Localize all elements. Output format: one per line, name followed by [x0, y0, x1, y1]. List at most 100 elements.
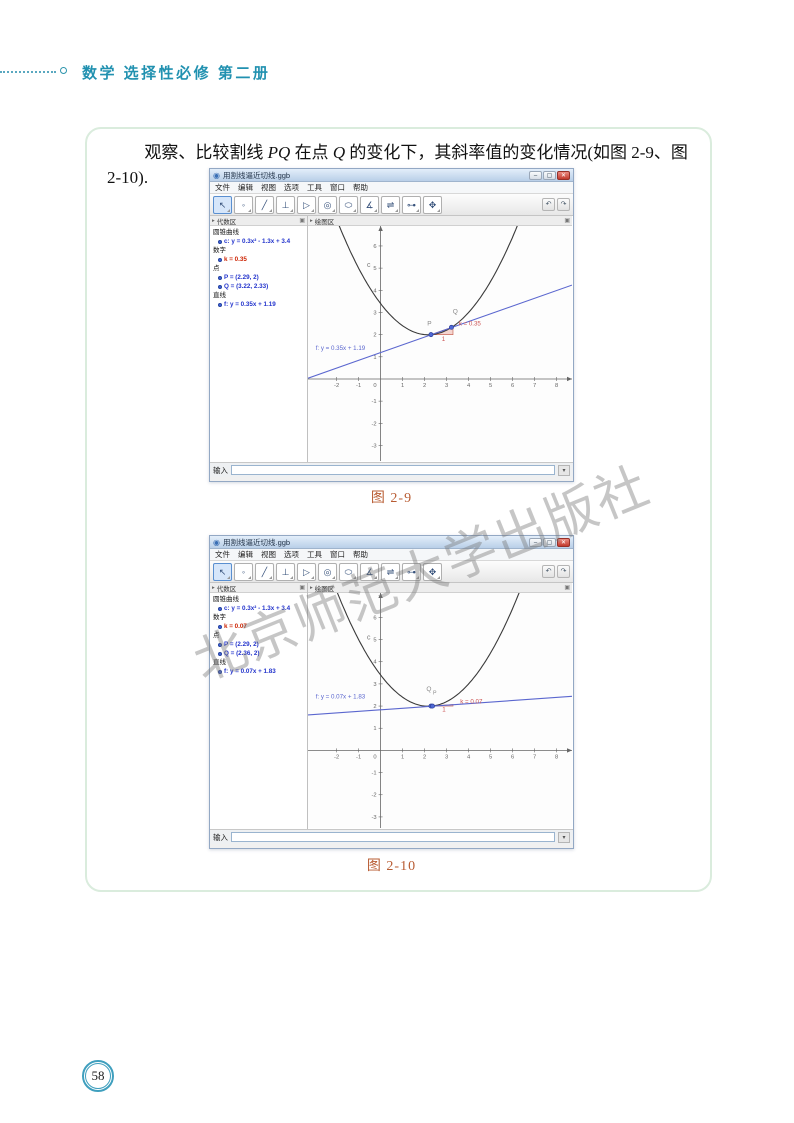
command-input[interactable] — [231, 832, 555, 842]
menu-item-file[interactable]: 文件 — [215, 550, 230, 559]
pointer-tool-icon[interactable]: ↖ — [213, 562, 232, 581]
ellipse-tool-icon[interactable]: ⬭ — [339, 195, 358, 214]
transform-tool-icon[interactable]: ⇌ — [381, 562, 400, 581]
collapse-icon[interactable]: ▸ — [212, 217, 215, 224]
svg-text:1: 1 — [442, 336, 446, 343]
visibility-dot-icon[interactable] — [218, 257, 222, 262]
panel-menu-icon[interactable]: ▣ — [299, 218, 305, 224]
input-bar: 输入 ▾ — [210, 829, 573, 844]
move-view-tool-icon[interactable]: ✥ — [423, 562, 442, 581]
circle-tool-icon[interactable]: ◎ — [318, 195, 337, 214]
polygon-tool-icon[interactable]: ▷ — [297, 195, 316, 214]
close-icon[interactable]: ✕ — [557, 537, 570, 547]
algebra-item[interactable]: k = 0.07 — [213, 622, 305, 631]
close-icon[interactable]: ✕ — [557, 170, 570, 180]
geogebra-logo-icon: ◉ — [213, 170, 220, 180]
graphics-panel-header[interactable]: ▸ 绘图区 ▣ — [308, 583, 572, 593]
visibility-dot-icon[interactable] — [218, 275, 222, 280]
polygon-tool-icon[interactable]: ▷ — [297, 562, 316, 581]
algebra-item[interactable]: f: y = 0.35x + 1.19 — [213, 300, 305, 309]
circle-tool-icon[interactable]: ◎ — [318, 562, 337, 581]
slider-tool-icon[interactable]: ⊶ — [402, 195, 421, 214]
algebra-item[interactable]: Q = (3.22, 2.33) — [213, 282, 305, 291]
svg-text:7: 7 — [533, 383, 536, 389]
collapse-icon[interactable]: ▸ — [212, 584, 215, 591]
perpendicular-tool-icon[interactable]: ⊥ — [276, 195, 295, 214]
move-view-tool-icon[interactable]: ✥ — [423, 195, 442, 214]
menu-item-options[interactable]: 选项 — [284, 550, 299, 559]
minimize-icon[interactable]: – — [529, 537, 542, 547]
visibility-dot-icon[interactable] — [218, 642, 222, 647]
algebra-group-lines: 直线 — [213, 659, 226, 666]
maximize-icon[interactable]: ▢ — [543, 537, 556, 547]
maximize-icon[interactable]: ▢ — [543, 170, 556, 180]
menu-item-view[interactable]: 视图 — [261, 550, 276, 559]
panel-menu-icon[interactable]: ▣ — [299, 585, 305, 591]
point-tool-icon[interactable]: ◦ — [234, 195, 253, 214]
ellipse-tool-icon[interactable]: ⬭ — [339, 562, 358, 581]
angle-tool-icon[interactable]: ∡ — [360, 562, 379, 581]
algebra-panel-header[interactable]: ▸ 代数区 ▣ — [210, 583, 307, 593]
svg-text:-2: -2 — [371, 793, 376, 799]
visibility-dot-icon[interactable] — [218, 302, 222, 307]
transform-tool-icon[interactable]: ⇌ — [381, 195, 400, 214]
menu-item-help[interactable]: 帮助 — [353, 550, 368, 559]
slider-tool-icon[interactable]: ⊶ — [402, 562, 421, 581]
pointer-tool-icon[interactable]: ↖ — [213, 195, 232, 214]
angle-tool-icon[interactable]: ∡ — [360, 195, 379, 214]
line-tool-icon[interactable]: ╱ — [255, 562, 274, 581]
visibility-dot-icon[interactable] — [218, 669, 222, 674]
menu-item-window[interactable]: 窗口 — [330, 183, 345, 192]
point-tool-icon[interactable]: ◦ — [234, 562, 253, 581]
algebra-item[interactable]: f: y = 0.07x + 1.83 — [213, 667, 305, 676]
panel-menu-icon[interactable]: ▣ — [564, 218, 570, 224]
command-input[interactable] — [231, 465, 555, 475]
input-dropdown-icon[interactable]: ▾ — [558, 831, 570, 843]
redo-icon[interactable]: ↷ — [557, 198, 570, 211]
menu-item-tools[interactable]: 工具 — [307, 183, 322, 192]
visibility-dot-icon[interactable] — [218, 606, 222, 611]
graphics-panel-header[interactable]: ▸ 绘图区 ▣ — [308, 216, 572, 226]
svg-text:-2: -2 — [334, 383, 339, 389]
window-titlebar[interactable]: ◉ 用割线逼近切线.ggb – ▢ ✕ — [210, 169, 573, 182]
line-tool-icon[interactable]: ╱ — [255, 195, 274, 214]
algebra-panel-header[interactable]: ▸ 代数区 ▣ — [210, 216, 307, 226]
collapse-icon[interactable]: ▸ — [310, 584, 313, 591]
visibility-dot-icon[interactable] — [218, 651, 222, 656]
redo-icon[interactable]: ↷ — [557, 565, 570, 578]
menu-item-edit[interactable]: 编辑 — [238, 183, 253, 192]
undo-icon[interactable]: ↶ — [542, 198, 555, 211]
collapse-icon[interactable]: ▸ — [310, 217, 313, 224]
undo-icon[interactable]: ↶ — [542, 565, 555, 578]
menu-item-edit[interactable]: 编辑 — [238, 550, 253, 559]
algebra-item[interactable]: c: y = 0.3x² - 1.3x + 3.4 — [213, 237, 305, 246]
algebra-item[interactable]: P = (2.29, 2) — [213, 640, 305, 649]
algebra-item[interactable]: c: y = 0.3x² - 1.3x + 3.4 — [213, 604, 305, 613]
menu-item-options[interactable]: 选项 — [284, 183, 299, 192]
minimize-icon[interactable]: – — [529, 170, 542, 180]
svg-text:-1: -1 — [371, 399, 376, 405]
algebra-item-label: c: y = 0.3x² - 1.3x + 3.4 — [224, 605, 291, 612]
svg-text:0: 0 — [373, 754, 376, 760]
paragraph-text: 观察、比较割线 — [144, 143, 268, 162]
menu-item-view[interactable]: 视图 — [261, 183, 276, 192]
algebra-item[interactable]: Q = (2.36, 2) — [213, 649, 305, 658]
graphics-header-label: 绘图区 — [314, 218, 335, 226]
input-dropdown-icon[interactable]: ▾ — [558, 464, 570, 476]
visibility-dot-icon[interactable] — [218, 239, 222, 244]
algebra-item[interactable]: k = 0.35 — [213, 255, 305, 264]
menu-item-tools[interactable]: 工具 — [307, 550, 322, 559]
visibility-dot-icon[interactable] — [218, 284, 222, 289]
graph-canvas[interactable]: -2 -1 1 2 3 4 5 6 7 8 -3 -2 -1 1 2 3 4 5 6 0 c f: y = 0.35x +… — [308, 226, 572, 461]
perpendicular-tool-icon[interactable]: ⊥ — [276, 562, 295, 581]
visibility-dot-icon[interactable] — [218, 624, 222, 629]
toolbar: ↖ ◦ ╱ ⊥ ▷ ◎ ⬭ ∡ ⇌ ⊶ ✥ ↶ ↷ — [210, 561, 573, 583]
algebra-group-numbers: 数字 — [213, 247, 226, 254]
panel-menu-icon[interactable]: ▣ — [564, 585, 570, 591]
algebra-item[interactable]: P = (2.29, 2) — [213, 273, 305, 282]
menu-item-help[interactable]: 帮助 — [353, 183, 368, 192]
window-titlebar[interactable]: ◉ 用割线逼近切线.ggb – ▢ ✕ — [210, 536, 573, 549]
graph-canvas[interactable]: -2 -1 1 2 3 4 5 6 7 8 -3 -2 -1 1 2 3 4 5 6 0 c f: y = 0.07x +… — [308, 593, 572, 828]
menu-item-window[interactable]: 窗口 — [330, 550, 345, 559]
menu-item-file[interactable]: 文件 — [215, 183, 230, 192]
